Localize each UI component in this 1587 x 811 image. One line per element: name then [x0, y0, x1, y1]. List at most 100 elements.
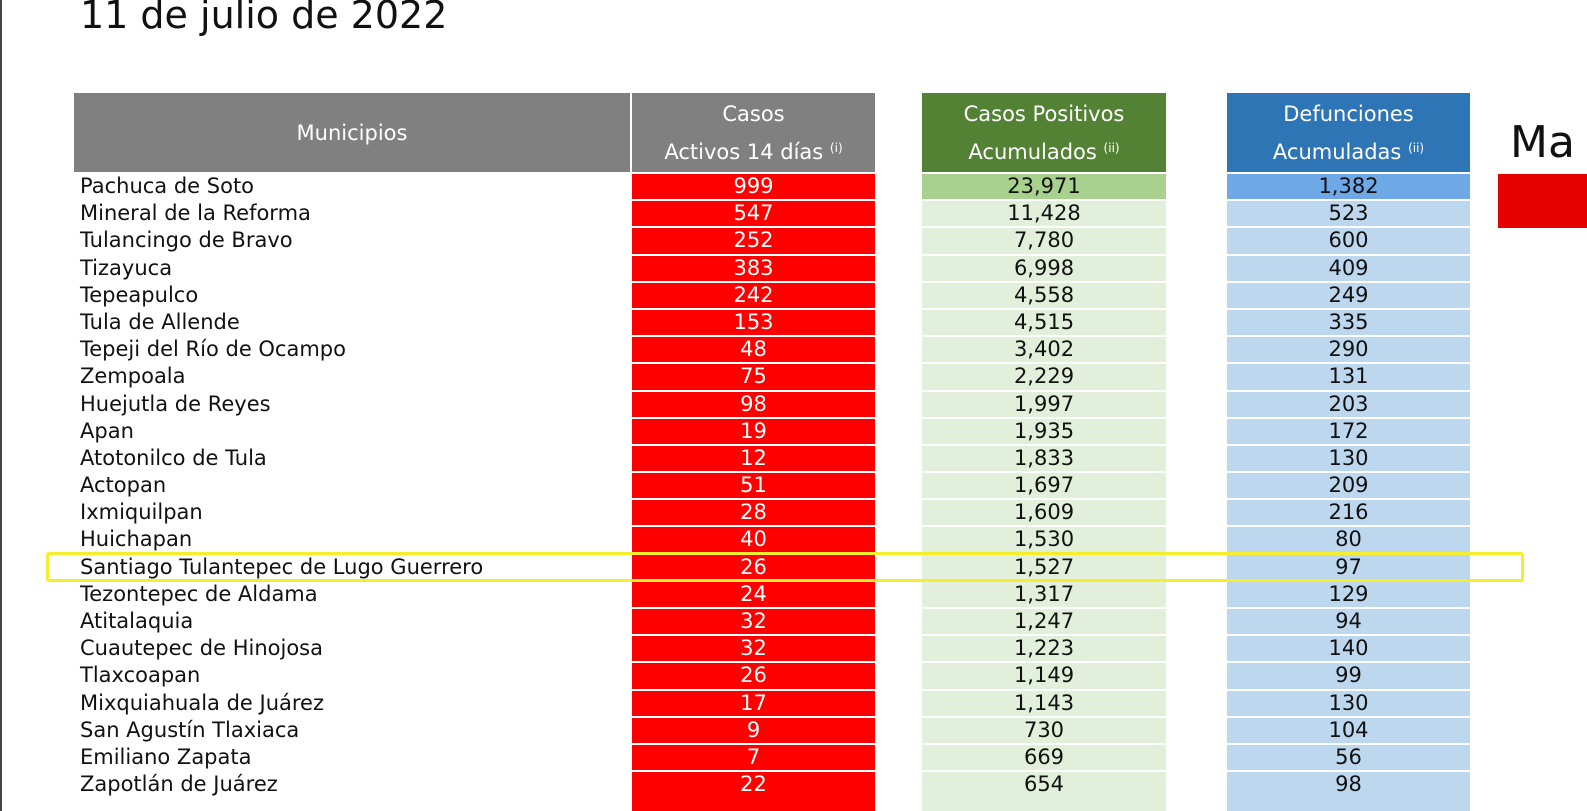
- municipio-cell: San Agustín Tlaxiaca: [80, 717, 300, 742]
- table-row: Cuautepec de Hinojosa 32 1,223 140: [0, 636, 1587, 663]
- casos-positivos-cell: 1,833: [922, 445, 1166, 472]
- table-row: Huichapan 40 1,530 80: [0, 527, 1587, 554]
- casos-positivos-cell: 3,402: [922, 337, 1166, 363]
- municipio-cell: Actopan: [80, 473, 167, 498]
- page-title: 11 de julio de 2022: [80, 0, 448, 37]
- municipio-cell: Tepeji del Río de Ocampo: [80, 337, 346, 362]
- municipio-cell: Atitalaquia: [80, 609, 194, 633]
- defunciones-cell: 172: [1227, 418, 1470, 444]
- table-row: Tula de Allende 153 4,515 335: [0, 309, 1587, 337]
- header-casos-activos: Casos Activos 14 días (i): [632, 93, 875, 172]
- header-positivos-note: (ii): [1103, 140, 1120, 155]
- municipio-cell: Santiago Tulantepec de Lugo Guerrero: [80, 554, 484, 579]
- casos-activos-cell: 26: [632, 663, 875, 689]
- casos-activos-cell: 24: [632, 581, 875, 607]
- header-activos-line1: Casos: [722, 101, 785, 126]
- casos-positivos-cell: 654: [922, 772, 1166, 798]
- data-table-body: Pachuca de Soto 999 23,971 1,382 Mineral de …: [0, 174, 1587, 799]
- casos-activos-cell: 153: [632, 309, 875, 336]
- municipio-cell: Atotonilco de Tula: [80, 445, 267, 470]
- table-row: Tezontepec de Aldama 24 1,317 129: [0, 581, 1587, 609]
- casos-positivos-cell: 1,527: [922, 554, 1166, 580]
- casos-positivos-cell: 1,143: [922, 690, 1166, 716]
- defunciones-cell: 97: [1227, 554, 1470, 580]
- header-activos-line2: Activos 14 días (i): [664, 133, 842, 171]
- municipio-cell: Zapotlán de Juárez: [80, 772, 278, 797]
- defunciones-cell: 130: [1227, 445, 1470, 472]
- casos-positivos-cell: 669: [922, 744, 1166, 771]
- defunciones-cell: 99: [1227, 663, 1470, 689]
- municipio-cell: Tizayuca: [80, 255, 173, 280]
- table-row: Zapotlán de Juárez 22 654 98: [0, 772, 1587, 799]
- casos-positivos-cell: 1,149: [922, 663, 1166, 689]
- casos-activos-cell: 98: [632, 391, 875, 417]
- side-legend-swatch: [1498, 174, 1587, 228]
- defunciones-cell: 523: [1227, 201, 1470, 227]
- municipio-cell: Cuautepec de Hinojosa: [80, 636, 323, 661]
- table-row: San Agustín Tlaxiaca 9 730 104: [0, 717, 1587, 745]
- header-activos-note: (i): [829, 140, 843, 155]
- casos-positivos-cell: 1,317: [922, 581, 1166, 607]
- header-defunciones-line2: Acumuladas (ii): [1273, 133, 1424, 171]
- casos-positivos-cell: 4,515: [922, 309, 1166, 336]
- municipio-cell: Apan: [80, 418, 134, 443]
- header-casos-positivos: Casos Positivos Acumulados (ii): [922, 93, 1166, 172]
- casos-activos-cell: 242: [632, 282, 875, 308]
- municipio-cell: Tlaxcoapan: [80, 663, 201, 688]
- casos-activos-cell: 547: [632, 201, 875, 227]
- table-continuation-activos: [632, 796, 875, 811]
- casos-positivos-cell: 1,530: [922, 527, 1166, 553]
- municipio-cell: Ixmiquilpan: [80, 500, 203, 525]
- casos-activos-cell: 999: [632, 174, 875, 200]
- table-row: Mixquiahuala de Juárez 17 1,143 130: [0, 690, 1587, 718]
- header-municipios-label: Municipios: [296, 120, 408, 145]
- casos-activos-cell: 9: [632, 717, 875, 743]
- defunciones-cell: 129: [1227, 581, 1470, 607]
- defunciones-cell: 104: [1227, 717, 1470, 743]
- municipio-cell: Tezontepec de Aldama: [80, 581, 318, 606]
- casos-activos-cell: 32: [632, 609, 875, 635]
- table-continuation-defunciones: [1227, 796, 1470, 811]
- casos-positivos-cell: 4,558: [922, 282, 1166, 308]
- table-row: Pachuca de Soto 999 23,971 1,382: [0, 174, 1587, 201]
- casos-positivos-cell: 1,997: [922, 391, 1166, 417]
- casos-positivos-cell: 23,971: [922, 174, 1166, 200]
- municipio-cell: Zempoala: [80, 364, 186, 389]
- casos-activos-cell: 26: [632, 554, 875, 580]
- municipio-cell: Huichapan: [80, 527, 193, 552]
- table-row: Ixmiquilpan 28 1,609 216: [0, 500, 1587, 527]
- casos-activos-cell: 17: [632, 690, 875, 716]
- table-row: Tlaxcoapan 26 1,149 99: [0, 663, 1587, 690]
- casos-positivos-cell: 1,223: [922, 636, 1166, 662]
- casos-positivos-cell: 11,428: [922, 201, 1166, 227]
- casos-positivos-cell: 730: [922, 717, 1166, 743]
- table-row: Atotonilco de Tula 12 1,833 130: [0, 445, 1587, 473]
- header-defunciones-line1: Defunciones: [1283, 101, 1414, 126]
- defunciones-cell: 56: [1227, 744, 1470, 771]
- header-defunciones-note: (ii): [1408, 140, 1425, 155]
- header-positivos-line1: Casos Positivos: [963, 101, 1125, 126]
- defunciones-cell: 290: [1227, 337, 1470, 363]
- municipio-cell: Mixquiahuala de Juárez: [80, 690, 325, 715]
- table-row: Tepeapulco 242 4,558 249: [0, 282, 1587, 310]
- casos-activos-cell: 22: [632, 772, 875, 798]
- header-municipios: Municipios: [74, 93, 630, 172]
- defunciones-cell: 600: [1227, 228, 1470, 254]
- casos-activos-cell: 12: [632, 445, 875, 472]
- defunciones-cell: 140: [1227, 636, 1470, 662]
- defunciones-cell: 130: [1227, 690, 1470, 716]
- defunciones-cell: 203: [1227, 391, 1470, 417]
- table-row: Tizayuca 383 6,998 409: [0, 255, 1587, 283]
- casos-positivos-cell: 1,609: [922, 500, 1166, 526]
- municipio-cell: Tula de Allende: [80, 309, 240, 334]
- table-row: Emiliano Zapata 7 669 56: [0, 744, 1587, 772]
- header-positivos-line2: Acumulados (ii): [968, 133, 1119, 171]
- casos-positivos-cell: 2,229: [922, 364, 1166, 390]
- table-row: Tulancingo de Bravo 252 7,780 600: [0, 228, 1587, 255]
- municipio-cell: Emiliano Zapata: [80, 744, 252, 769]
- defunciones-cell: 335: [1227, 309, 1470, 336]
- header-defunciones: Defunciones Acumuladas (ii): [1227, 93, 1470, 172]
- casos-activos-cell: 48: [632, 337, 875, 363]
- casos-activos-cell: 383: [632, 255, 875, 281]
- casos-activos-cell: 252: [632, 228, 875, 254]
